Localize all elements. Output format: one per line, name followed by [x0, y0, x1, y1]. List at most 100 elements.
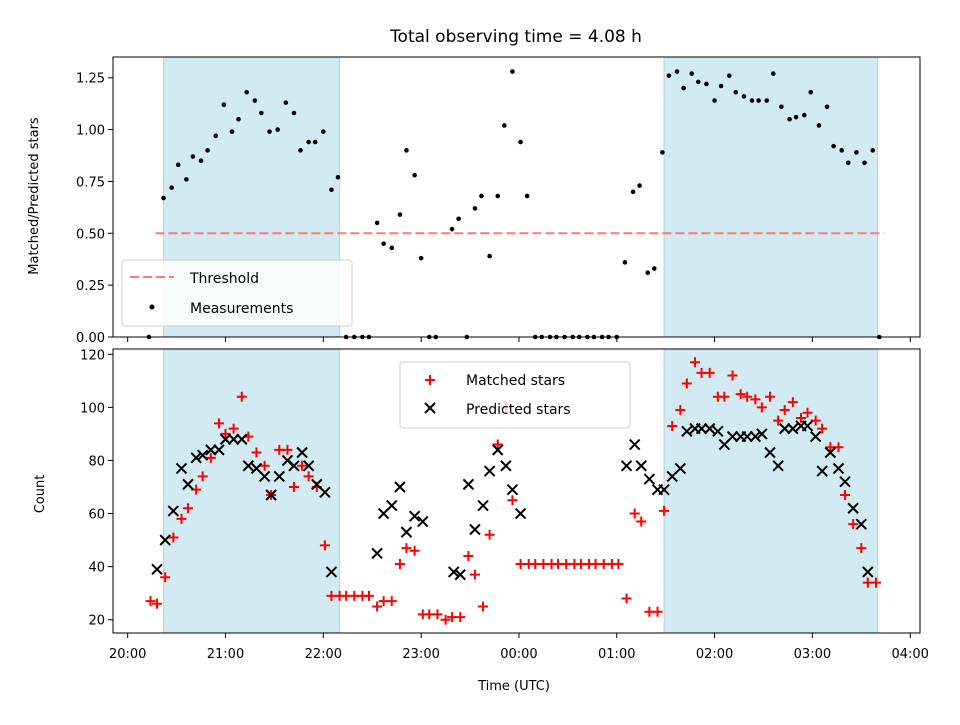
matched-stars-point — [176, 513, 187, 524]
matched-stars-point — [810, 415, 821, 426]
measurements-point — [184, 177, 189, 182]
predicted-stars-point — [703, 422, 716, 435]
matched-stars-point — [145, 596, 156, 607]
matched-stars-point — [667, 420, 678, 431]
predicted-stars-point — [855, 518, 868, 530]
predicted-stars-point — [749, 430, 762, 443]
x-tick-label: 04:00 — [891, 647, 928, 662]
predicted-stars-point — [448, 566, 460, 578]
top-plot-area — [146, 57, 885, 340]
measurements-point — [870, 148, 876, 153]
measurements-point — [335, 174, 341, 180]
matched-stars-point — [478, 601, 489, 612]
x-tick-label: 20:00 — [109, 647, 146, 662]
predicted-stars-point — [658, 483, 670, 496]
predicted-stars-point — [213, 444, 225, 456]
measurements-point — [205, 148, 210, 153]
matched-stars-point — [288, 482, 299, 493]
bottom-plot-area — [145, 349, 881, 633]
matched-stars-legend-label: Matched stars — [466, 373, 565, 389]
measurements-point — [704, 81, 709, 87]
measurements-point — [283, 100, 289, 105]
matched-stars-point — [363, 590, 374, 601]
predicted-stars-point — [726, 430, 739, 443]
measurements-point — [404, 148, 409, 153]
measurements-point — [726, 73, 732, 78]
predicted-stars-point — [477, 499, 489, 512]
matched-stars-point — [205, 452, 216, 463]
predicted-stars-point — [273, 470, 285, 483]
matched-stars-point — [787, 397, 798, 408]
bottom-legend: Matched stars Predicted stars — [399, 361, 631, 429]
top-y-axis-label: Matched/Predicted stars — [27, 117, 42, 275]
measurements-point — [418, 255, 424, 261]
predicted-stars-point — [167, 505, 180, 517]
predicted-stars-point — [500, 460, 512, 472]
predicted-stars-point — [296, 446, 308, 459]
predicted-stars-point — [302, 460, 315, 472]
measurements-point — [321, 129, 326, 134]
matched-stars-point — [848, 519, 859, 530]
predicted-stars-point — [712, 425, 724, 437]
x-tick-label: 23:00 — [402, 647, 439, 662]
measurements-point — [808, 89, 814, 95]
matched-stars-point — [636, 516, 647, 527]
matched-stars-legend-swatch — [425, 375, 435, 385]
matched-stars-point — [613, 558, 624, 569]
measurements-point — [824, 104, 830, 110]
matched-stars-point — [152, 598, 163, 609]
measurements-point — [449, 226, 455, 232]
matched-stars-point — [228, 423, 239, 434]
predicted-stars-point — [394, 481, 406, 493]
measurements-point — [733, 89, 739, 95]
predicted-stars-legend-swatch — [424, 402, 436, 414]
predicted-stars-point — [400, 526, 413, 538]
measurements-point — [801, 112, 807, 118]
measurements-point — [651, 266, 657, 271]
predicted-stars-point — [862, 566, 874, 578]
predicted-stars-point — [236, 433, 248, 445]
bottom-legend-box — [399, 361, 631, 429]
matched-stars-point — [213, 418, 224, 429]
predicted-stars-point — [764, 446, 776, 459]
predicted-stars-point — [816, 465, 828, 477]
measurements-point — [479, 193, 484, 199]
x-axis-label: Time (UTC) — [477, 679, 550, 694]
threshold-legend-label: Threshold — [189, 271, 259, 287]
top-y-tick-label: 1.00 — [76, 124, 105, 139]
predicted-stars-point — [196, 449, 209, 461]
measurements-point — [793, 114, 799, 120]
bottom-y-tick-label: 20 — [88, 614, 105, 629]
predicted-stars-point — [787, 422, 799, 435]
bottom-y-tick-label: 80 — [88, 454, 105, 469]
matched-stars-point — [727, 370, 738, 381]
measurements-point — [749, 98, 755, 103]
measurements-point — [381, 241, 386, 246]
matched-stars-point — [182, 503, 193, 514]
top-y-tick-label: 0.00 — [76, 331, 105, 346]
predicted-stars-point — [219, 433, 232, 445]
measurements-legend-label: Measurements — [190, 301, 293, 317]
predicted-stars-point — [175, 462, 188, 475]
predicted-stars-point — [258, 470, 271, 483]
predicted-stars-point — [205, 444, 217, 456]
matched-stars-point — [750, 394, 761, 405]
predicted-stars-point — [386, 499, 398, 512]
measurements-point — [329, 187, 334, 193]
x-tick-label: 00:00 — [500, 647, 537, 662]
predicted-stars-point — [265, 489, 277, 501]
top-y-tick-label: 0.25 — [76, 279, 105, 294]
matched-stars-point — [652, 606, 663, 617]
measurements-point — [298, 148, 303, 153]
matched-stars-point — [795, 413, 806, 424]
measurements-point — [169, 185, 174, 190]
predicted-stars-legend-label: Predicted stars — [466, 402, 571, 418]
measurements-point — [741, 94, 747, 99]
measurements-point — [312, 139, 318, 145]
matched-stars-point — [386, 596, 397, 607]
matched-stars-point — [675, 405, 686, 416]
predicted-stars-point — [514, 507, 527, 520]
matched-stars-point — [704, 367, 715, 378]
matched-stars-point — [690, 357, 701, 368]
matched-stars-point — [492, 439, 503, 450]
